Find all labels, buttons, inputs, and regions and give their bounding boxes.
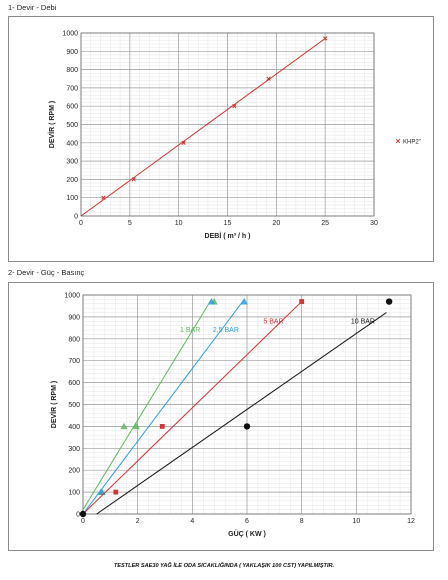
trendline-2 xyxy=(82,299,245,515)
y-tick-label: 200 xyxy=(66,177,78,184)
data-point xyxy=(232,104,237,109)
x-tick-label: 2 xyxy=(136,518,140,525)
chart-2-frame: 0 2 4 6 8 10 12 0 100 200 300 400 500 600 700 800 900 100… xyxy=(8,282,434,551)
devir-guc-basinc-chart: 0 2 4 6 8 10 12 0 100 200 300 400 500 600 700 800 900 100… xyxy=(50,293,415,539)
x-tick-label: 8 xyxy=(300,518,304,525)
x-tick-label: 15 xyxy=(224,220,232,227)
y-tick-label: 1000 xyxy=(64,293,80,300)
x-tick-label: 10 xyxy=(352,518,360,525)
data-point xyxy=(159,424,165,429)
x-tick-label: 25 xyxy=(321,220,329,227)
x-tick-label: 4 xyxy=(190,518,194,525)
x-axis-label: GÜÇ ( KW ) xyxy=(228,529,266,538)
y-tick-label: 300 xyxy=(66,159,78,166)
y-tick-label: 500 xyxy=(68,402,80,409)
data-point xyxy=(113,489,119,495)
data-point xyxy=(79,510,87,518)
y-tick-label: 200 xyxy=(68,468,80,475)
trendline-4 xyxy=(96,312,387,515)
data-point xyxy=(181,140,186,145)
legend-label: KHP2" xyxy=(403,140,421,146)
y-tick-label: 800 xyxy=(68,336,80,343)
y-tick-label: 600 xyxy=(66,104,78,111)
legend-marker xyxy=(395,138,401,144)
trendline-3 xyxy=(82,301,303,515)
data-point xyxy=(240,297,248,305)
y-tick-label: 700 xyxy=(68,358,80,365)
section-2-title: 2- Devir - Güç - Basınç xyxy=(8,268,85,277)
data-point xyxy=(131,177,136,182)
plot-border xyxy=(80,32,375,217)
y-axis-label: DEVİR ( RPM ) xyxy=(48,101,56,148)
data-point xyxy=(207,297,216,305)
x-tick-label: 5 xyxy=(128,220,132,227)
y-tick-label: 400 xyxy=(66,140,78,147)
x-tick-label: 0 xyxy=(79,220,83,227)
footer-note: TESTLER SAE30 YAĞ İLE ODA SICAKLIĞINDA (… xyxy=(113,563,335,569)
y-tick-label: 700 xyxy=(66,85,78,92)
data-point xyxy=(243,423,251,430)
plot-border xyxy=(82,294,412,515)
y-tick-label: 900 xyxy=(66,49,78,56)
data-point xyxy=(120,422,128,430)
series-label: 10 BAR xyxy=(351,318,375,325)
y-tick-label: 100 xyxy=(66,195,78,202)
y-tick-label: 600 xyxy=(68,380,80,387)
y-axis-label: DEVİR ( RPM ) xyxy=(50,381,58,428)
y-tick-label: 0 xyxy=(74,214,78,221)
y-tick-label: 100 xyxy=(68,490,80,497)
x-tick-label: 6 xyxy=(245,518,249,525)
data-point xyxy=(323,36,328,41)
x-tick-label: 12 xyxy=(407,518,415,525)
x-axis-label: DEBİ ( m³ / h ) xyxy=(205,232,251,240)
y-tick-label: 400 xyxy=(68,424,80,431)
data-point xyxy=(132,422,140,430)
x-tick-label: 0 xyxy=(81,518,85,525)
y-tick-label: 0 xyxy=(76,512,80,519)
y-tick-label: 800 xyxy=(66,67,78,74)
data-point xyxy=(101,195,106,200)
y-tick-label: 900 xyxy=(68,314,80,321)
y-tick-label: 300 xyxy=(68,446,80,453)
series-label: 5 BAR xyxy=(263,318,283,325)
section-1-title: 1- Devir - Debi xyxy=(8,3,57,12)
chart-1-frame: 0 5 10 15 20 25 30 0 100 200 300 400 500 600 700 800 900… xyxy=(8,16,434,262)
data-point xyxy=(385,298,393,305)
data-point xyxy=(299,299,305,304)
series-label: 2,5 BAR xyxy=(213,327,239,334)
x-tick-label: 10 xyxy=(175,220,183,227)
devir-debi-chart: 0 5 10 15 20 25 300100200300400500600700800900… xyxy=(48,31,421,241)
series-label: 1 BAR xyxy=(180,327,200,334)
x-tick-label: 30 xyxy=(370,220,378,227)
y-tick-label: 1000 xyxy=(62,31,78,38)
x-tick-label: 20 xyxy=(272,220,280,227)
trendline-1 xyxy=(80,38,326,217)
y-tick-label: 500 xyxy=(66,122,78,129)
data-point xyxy=(266,76,271,81)
trendline-1 xyxy=(82,299,212,510)
